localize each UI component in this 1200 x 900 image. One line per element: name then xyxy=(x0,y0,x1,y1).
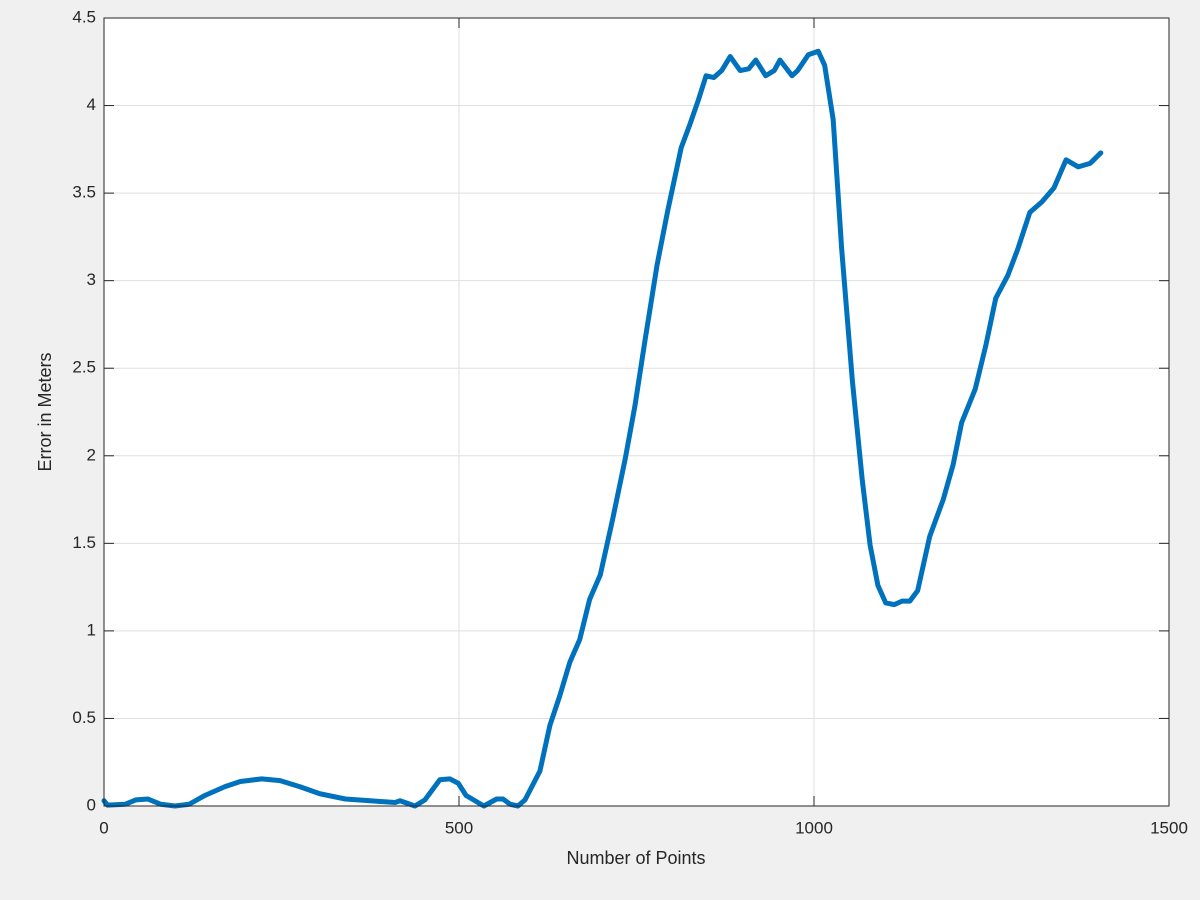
y-tick-label: 2.5 xyxy=(72,358,96,377)
plot-area xyxy=(104,18,1169,806)
y-tick-label: 0 xyxy=(87,795,96,814)
y-tick-label: 2 xyxy=(87,445,96,464)
axes-box xyxy=(103,17,1170,807)
y-tick-label: 1.5 xyxy=(72,533,96,552)
y-tick-label: 0.5 xyxy=(72,708,96,727)
y-tick-label: 4.5 xyxy=(72,7,96,26)
x-tick-label: 0 xyxy=(99,818,108,837)
y-tick-label: 4 xyxy=(87,95,96,114)
x-tick-label: 1500 xyxy=(1150,818,1188,837)
y-axis-label: Error in Meters xyxy=(35,352,55,471)
x-tick-label: 1000 xyxy=(795,818,833,837)
x-tick-label: 500 xyxy=(445,818,473,837)
y-tick-label: 3 xyxy=(87,270,96,289)
y-tick-label: 1 xyxy=(87,620,96,639)
data-line xyxy=(101,48,1104,809)
y-tick-label: 3.5 xyxy=(72,183,96,202)
marks xyxy=(101,48,1104,809)
x-axis-label: Number of Points xyxy=(566,848,705,868)
